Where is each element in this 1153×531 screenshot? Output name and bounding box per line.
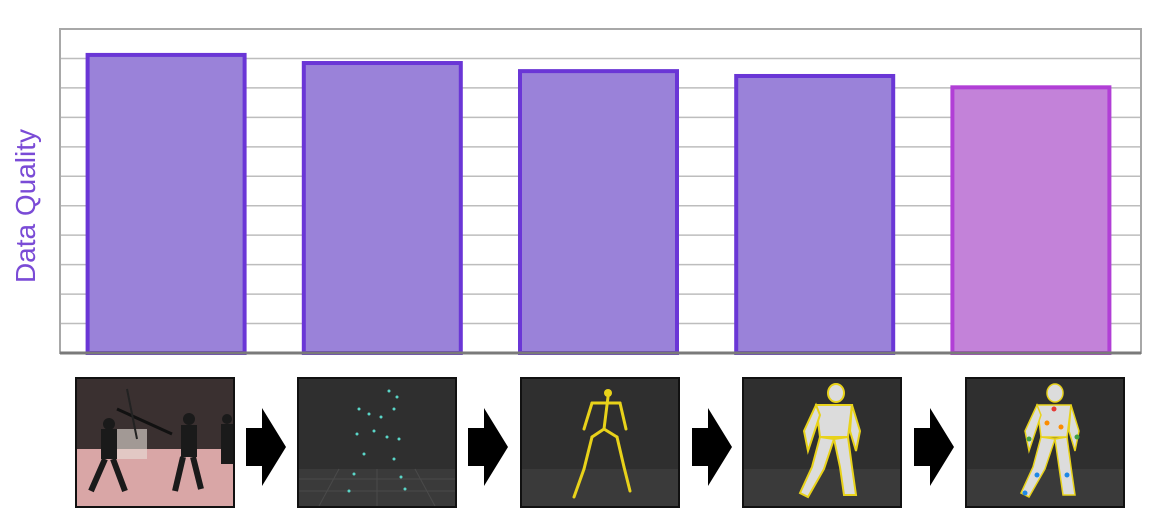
bar-4 — [734, 73, 896, 355]
bars — [85, 52, 1112, 356]
bar-1 — [85, 52, 247, 355]
bar-3 — [518, 69, 679, 356]
y-axis-label: Data Quality — [10, 128, 41, 284]
bar-5 — [950, 85, 1112, 355]
bar-2 — [301, 61, 463, 356]
